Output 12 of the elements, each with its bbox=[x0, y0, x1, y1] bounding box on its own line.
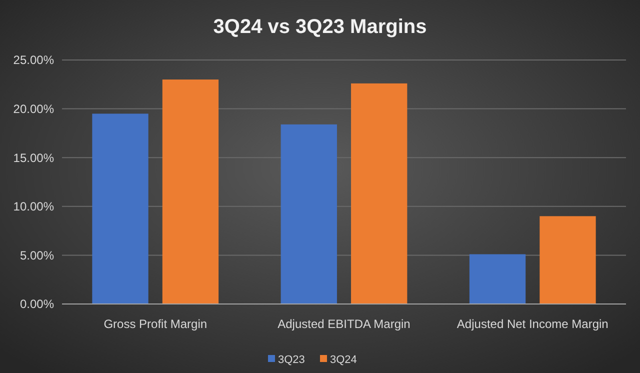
x-tick-label: Gross Profit Margin bbox=[104, 317, 208, 331]
x-tick-label: Adjusted EBITDA Margin bbox=[278, 317, 410, 331]
legend-label: 3Q23 bbox=[278, 354, 305, 366]
legend-label: 3Q24 bbox=[330, 354, 357, 366]
x-tick-label: Adjusted Net Income Margin bbox=[456, 317, 608, 331]
y-tick-label: 5.00% bbox=[20, 248, 54, 262]
y-tick-label: 25.00% bbox=[13, 53, 54, 68]
chart-title: 3Q24 vs 3Q23 Margins bbox=[213, 16, 427, 38]
y-tick-label: 20.00% bbox=[13, 102, 54, 116]
y-tick-label: 10.00% bbox=[13, 200, 54, 214]
y-tick-label: 15.00% bbox=[13, 150, 54, 165]
y-tick-label: 0.00% bbox=[20, 297, 54, 312]
